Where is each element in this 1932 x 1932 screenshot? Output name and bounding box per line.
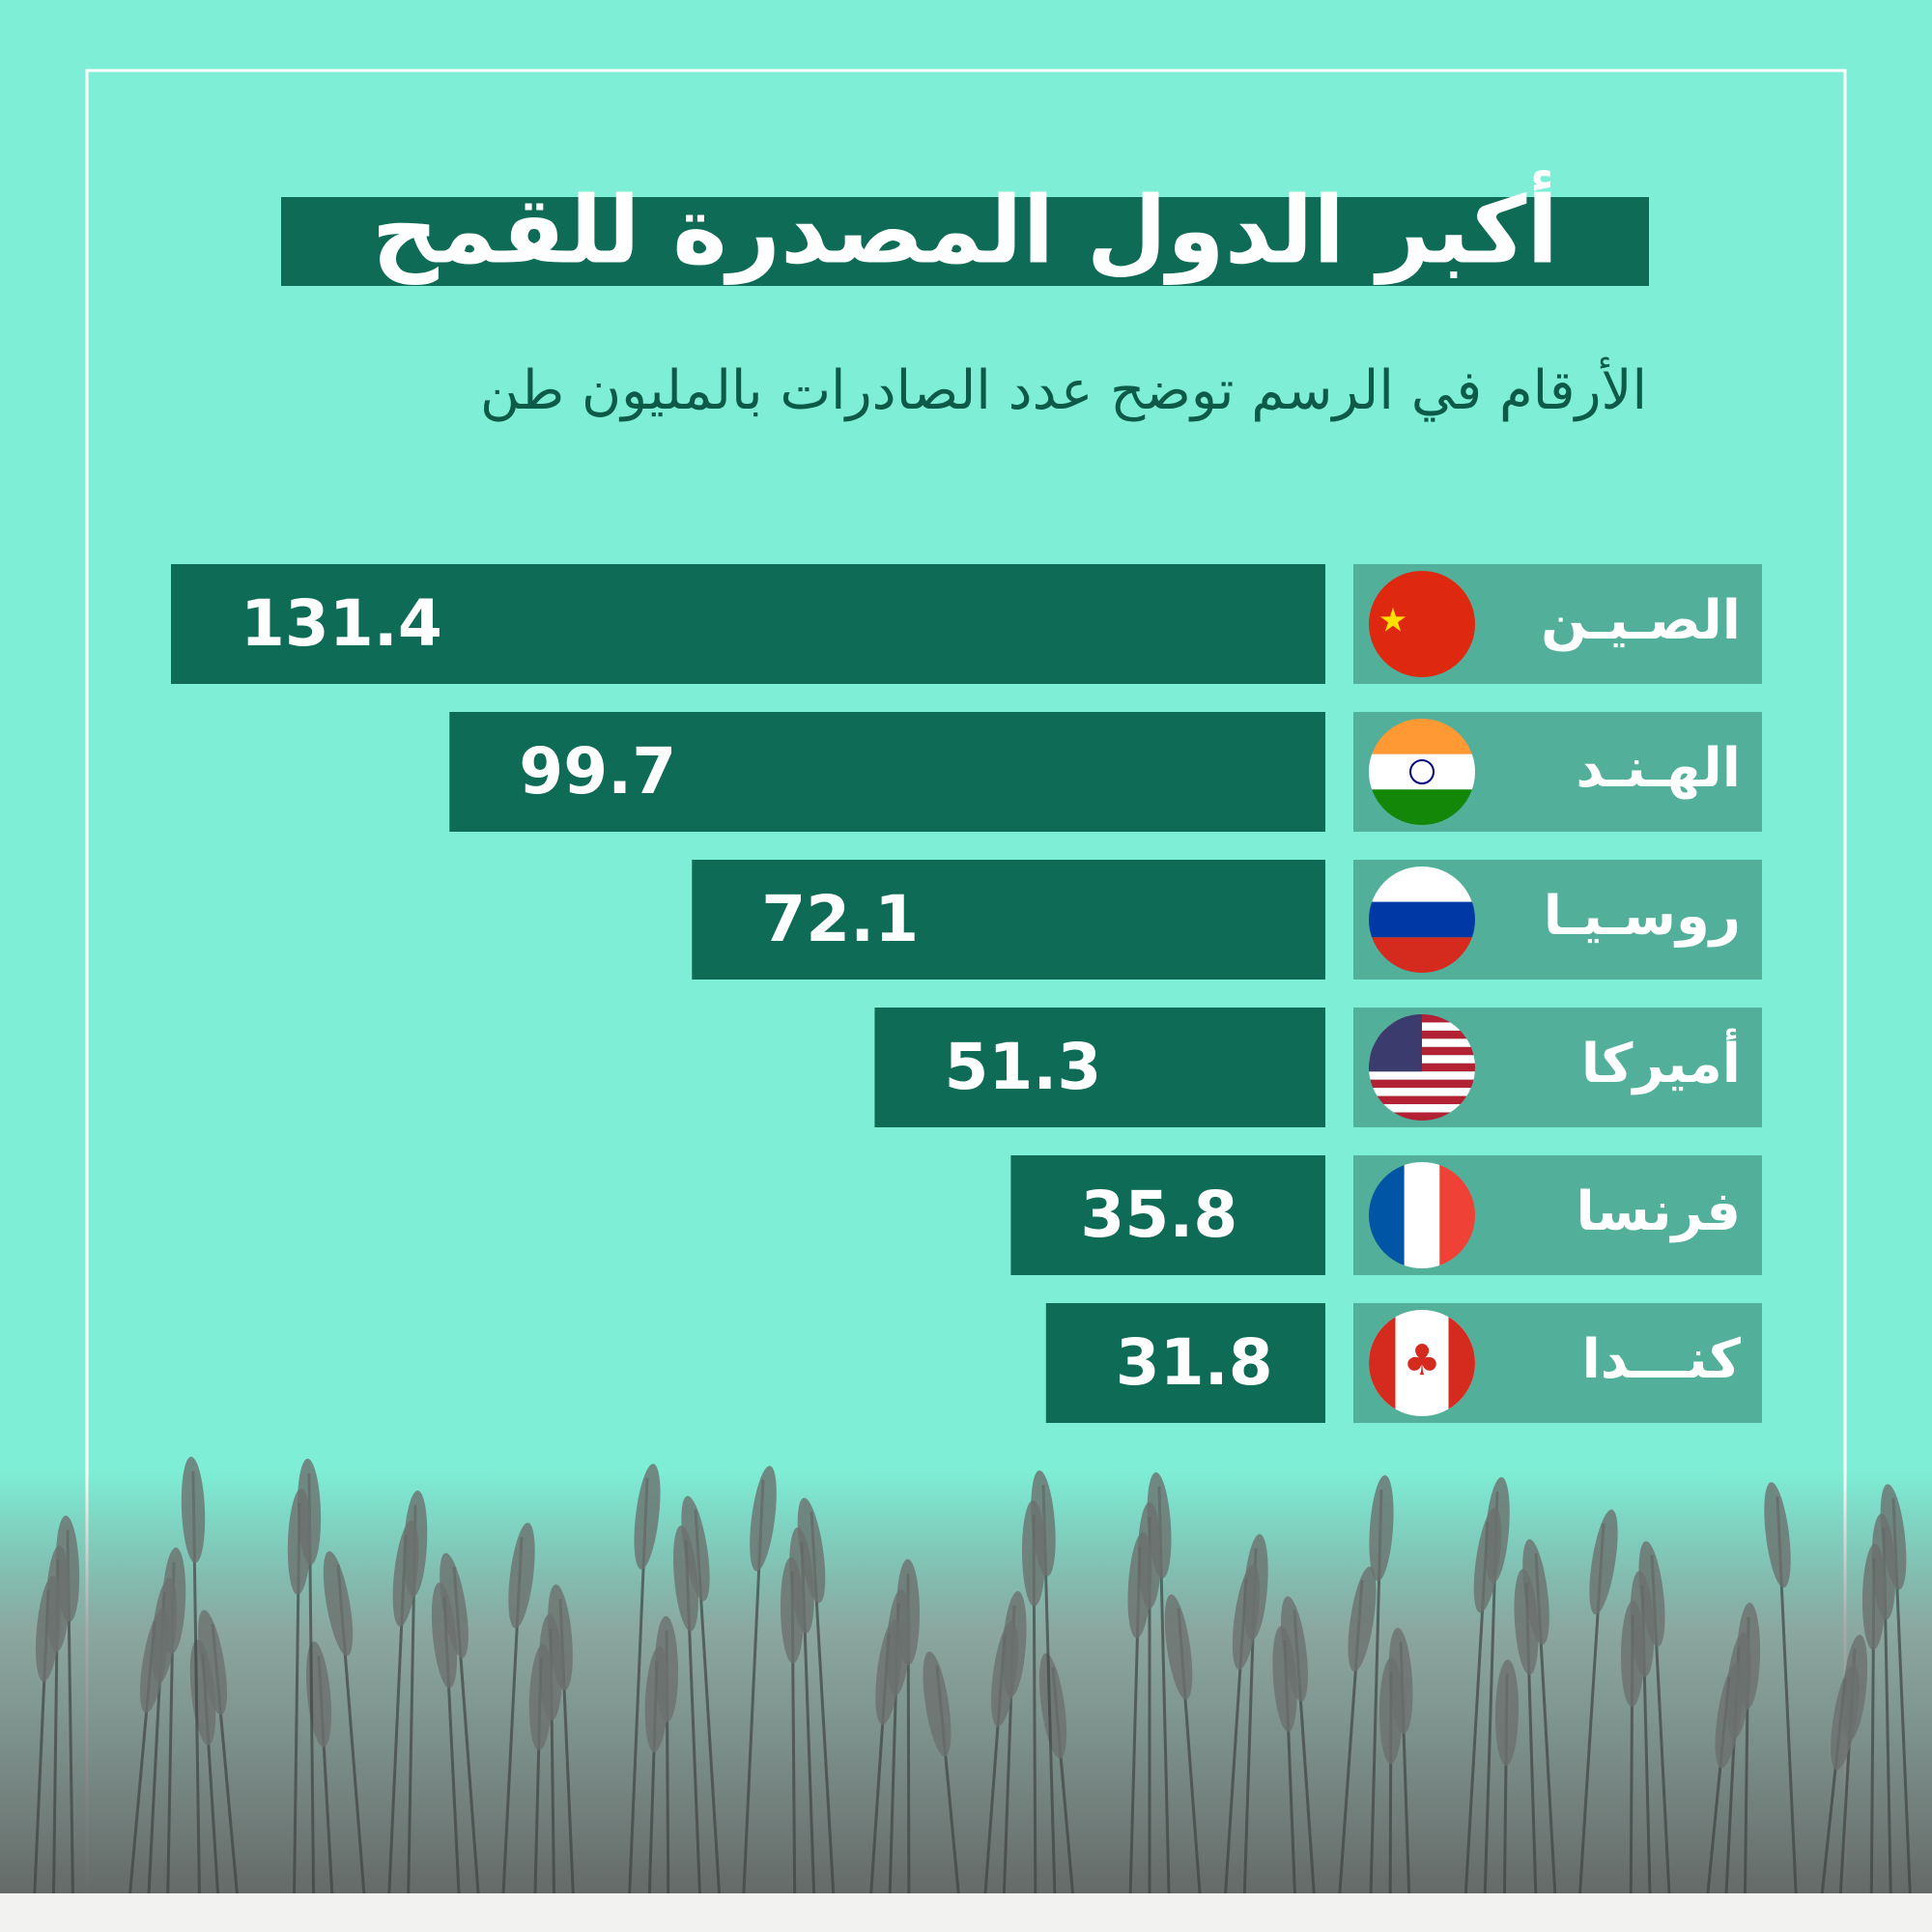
bar — [1045, 1303, 1325, 1423]
wheat-head — [36, 1576, 61, 1682]
wheat-head — [1369, 1475, 1394, 1581]
category-label: كنـــدا — [1582, 1328, 1742, 1391]
wheat-head — [1021, 1500, 1046, 1606]
wheat-head — [1715, 1662, 1744, 1769]
value-label: 131.4 — [241, 586, 442, 661]
value-label: 31.8 — [1116, 1325, 1273, 1400]
wheat-head — [139, 1607, 170, 1714]
wheat-head — [1831, 1664, 1860, 1771]
flag-band — [1404, 1162, 1440, 1268]
category-label: الصـيـن — [1541, 589, 1741, 652]
wheat-head — [1038, 1653, 1067, 1759]
wheat-head — [1127, 1532, 1152, 1638]
flag-stripe — [1369, 1095, 1475, 1105]
wheat-head — [440, 1552, 469, 1659]
wheat-head — [1348, 1566, 1377, 1672]
value-label: 51.3 — [944, 1030, 1101, 1104]
wheat-head — [508, 1522, 535, 1629]
wheat-head — [750, 1465, 777, 1572]
title-box — [281, 197, 1649, 286]
flag-stripe — [1369, 1104, 1475, 1113]
wheat-head — [797, 1497, 826, 1604]
wheat-head — [1861, 1544, 1887, 1650]
value-label: 35.8 — [1080, 1178, 1237, 1252]
flag-band — [1369, 901, 1475, 938]
wheat-head — [923, 1651, 952, 1757]
wheat-head — [875, 1619, 902, 1725]
wheat-head — [1164, 1594, 1193, 1700]
flag-stripe — [1369, 1071, 1475, 1080]
value-label: 72.1 — [761, 882, 919, 956]
flag-leaf: ♣ — [1403, 1336, 1440, 1385]
flag-field — [1369, 571, 1475, 677]
flag-wheel — [1409, 759, 1435, 784]
wheat-head — [1473, 1507, 1502, 1613]
wheat-head — [1514, 1569, 1539, 1675]
category-label: روسـيـا — [1544, 885, 1741, 948]
wheat-head — [673, 1525, 698, 1632]
chart-subtitle: الأرقام في الرسم توضح عدد الصادرات بالمل… — [480, 356, 1647, 422]
category-label: الهـنـد — [1576, 737, 1741, 800]
wheat-head — [780, 1557, 805, 1663]
wheat-head — [181, 1457, 206, 1563]
flag-stripe — [1369, 1112, 1475, 1121]
wheat-head — [323, 1550, 354, 1657]
wheat-head — [528, 1644, 554, 1750]
flag — [1369, 867, 1475, 973]
paper-edge — [0, 1893, 1932, 1932]
flag-stripe — [1369, 1088, 1475, 1096]
wheat-head — [644, 1646, 669, 1752]
wheat-head — [1378, 1658, 1404, 1764]
bar — [1010, 1155, 1325, 1275]
wheat-head — [1494, 1660, 1520, 1766]
wheat-head — [1232, 1564, 1261, 1670]
wheat-head — [1272, 1626, 1297, 1732]
wheat-head — [392, 1520, 419, 1627]
wheat-head — [1764, 1482, 1791, 1588]
flag: ♣ — [1369, 1310, 1475, 1416]
wheat-head — [634, 1463, 661, 1570]
flag: ★ — [1369, 571, 1475, 677]
flag-star: ★ — [1378, 602, 1407, 640]
category-label: أميركا — [1581, 1028, 1741, 1095]
wheat-head — [431, 1582, 458, 1689]
wheat-head — [197, 1609, 228, 1716]
flag — [1369, 1014, 1475, 1121]
bar — [171, 564, 1325, 684]
flag — [1369, 719, 1475, 825]
wheat-head — [991, 1621, 1018, 1727]
wheat-head — [1620, 1601, 1645, 1707]
value-label: 99.7 — [519, 734, 676, 809]
wheat-head — [287, 1489, 312, 1595]
bar — [874, 1008, 1325, 1127]
flag-stripe — [1369, 1079, 1475, 1089]
category-label: فرنسا — [1576, 1180, 1741, 1243]
wheat-head — [681, 1495, 710, 1602]
chart-title: أكبر الدول المصدرة للقمح — [372, 170, 1558, 285]
wheat-head — [1589, 1509, 1618, 1615]
bar — [449, 712, 1325, 832]
bar — [692, 860, 1325, 980]
wheat-field — [0, 1457, 1932, 1932]
bars: 131.4 ★ الصـيـن 99.7 الهـنـد 72.1 روسـيـا 51.3 أ… — [171, 564, 1762, 1423]
flag — [1369, 1162, 1475, 1268]
